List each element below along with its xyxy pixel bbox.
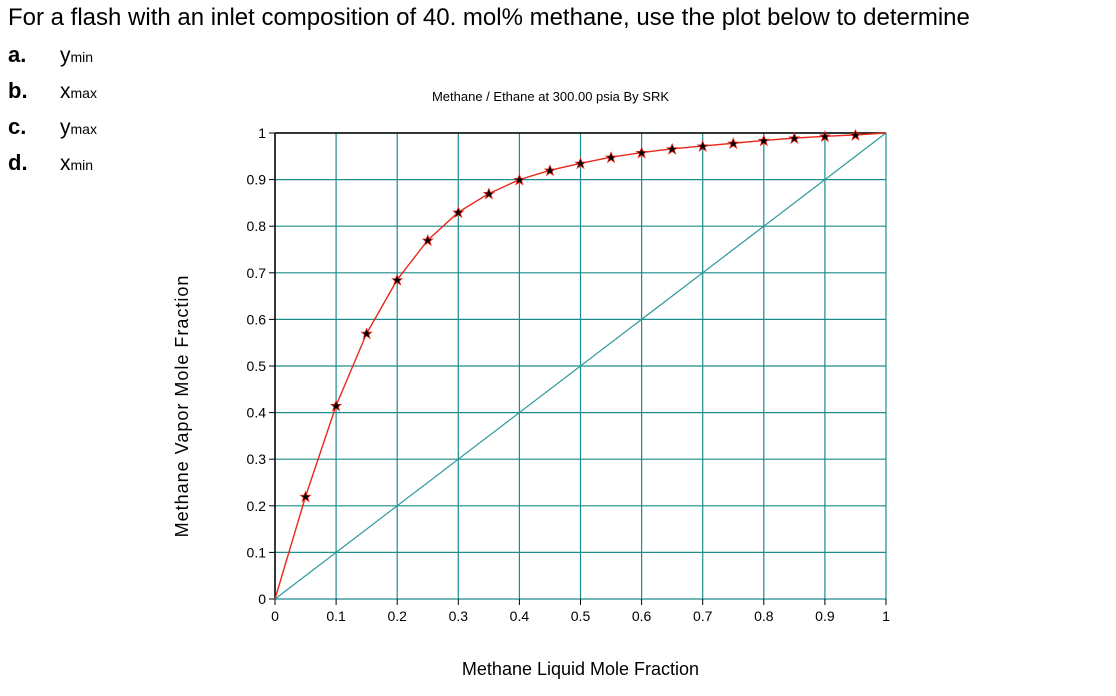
chart-title: Methane / Ethane at 300.00 psia By SRK (432, 89, 669, 104)
y-tick-label: 0.8 (247, 218, 267, 234)
data-point-marker (574, 157, 587, 170)
marker-star (757, 134, 770, 147)
part-subscript: max (70, 85, 97, 101)
marker-star (421, 234, 434, 247)
y-axis-title: Methane Vapor Mole Fraction (172, 275, 192, 538)
part-letter: a. (8, 42, 27, 67)
y-tick-label: 0.9 (247, 172, 267, 188)
part-a: a. y min (8, 42, 97, 78)
marker-star (666, 142, 679, 155)
part-d: d. x min (8, 150, 97, 186)
data-point-marker (757, 134, 770, 147)
marker-star (849, 128, 862, 141)
marker-star (635, 146, 648, 159)
part-subscript: min (70, 157, 94, 173)
y-tick-label: 0 (258, 591, 266, 607)
grid (274, 132, 887, 600)
part-letter: d. (8, 150, 28, 175)
marker-star (818, 130, 831, 143)
data-markers (299, 128, 862, 503)
x-tick-label: 0.3 (449, 608, 469, 624)
marker-star (727, 137, 740, 150)
part-subscript: min (70, 49, 94, 65)
data-point-marker (666, 142, 679, 155)
diagonal-reference-line (274, 132, 887, 600)
part-letter: c. (8, 114, 27, 139)
data-point-marker (330, 399, 343, 412)
data-point-marker (788, 132, 801, 145)
question-parts: a. y min b. x max c. y max d. x min (8, 42, 97, 186)
y-tick-label: 0.6 (247, 311, 267, 327)
marker-star (788, 132, 801, 145)
data-point-marker (299, 490, 312, 503)
x-tick-label: 0 (271, 608, 279, 624)
part-b: b. x max (8, 78, 97, 114)
x-tick-label: 0.4 (510, 608, 530, 624)
marker-star (482, 187, 495, 200)
x-tick-label: 0.6 (632, 608, 652, 624)
question-text: For a flash with an inlet composition of… (8, 4, 970, 31)
data-point-marker (513, 173, 526, 186)
marker-star (330, 399, 343, 412)
y-tick-label: 0.2 (247, 498, 267, 514)
marker-star (452, 206, 465, 219)
marker-star (391, 273, 404, 286)
data-point-marker (818, 130, 831, 143)
part-c: c. y max (8, 114, 97, 150)
tick-labels: 0 0.1 0.2 0.3 0.4 0.5 0.6 0.7 0.8 0.9 1 0 0.1 0.2 0.3 0… (247, 125, 891, 624)
marker-star (513, 173, 526, 186)
y-tick-label: 0.5 (247, 358, 267, 374)
x-tick-label: 0.2 (387, 608, 407, 624)
x-tick-label: 0.1 (326, 608, 346, 624)
y-tick-label: 0.4 (247, 405, 267, 421)
x-tick-label: 0.8 (754, 608, 774, 624)
data-point-marker (696, 140, 709, 153)
data-point-marker (849, 128, 862, 141)
marker-star (574, 157, 587, 170)
part-letter: b. (8, 78, 28, 103)
data-point-marker (604, 151, 618, 164)
marker-star (360, 327, 373, 340)
data-point-marker (391, 273, 404, 286)
part-variable: x (60, 80, 71, 103)
data-point-marker (727, 137, 740, 150)
y-tick-label: 1 (258, 125, 266, 141)
data-point-marker (543, 164, 557, 177)
x-axis-title: Methane Liquid Mole Fraction (462, 659, 699, 679)
y-tick-label: 0.7 (247, 265, 267, 281)
data-point-marker (482, 187, 495, 200)
x-tick-label: 0.5 (571, 608, 591, 624)
y-tick-label: 0.3 (247, 451, 267, 467)
data-point-marker (421, 234, 434, 247)
marker-star (543, 164, 557, 177)
x-tick-label: 0.7 (693, 608, 713, 624)
part-variable: y (60, 44, 71, 67)
marker-star (696, 140, 709, 153)
data-point-marker (360, 327, 373, 340)
part-variable: x (60, 152, 71, 175)
part-subscript: max (70, 121, 97, 137)
data-point-marker (452, 206, 465, 219)
x-tick-label: 1 (882, 608, 890, 624)
data-point-marker (635, 146, 648, 159)
x-tick-label: 0.9 (815, 608, 835, 624)
marker-star (299, 490, 312, 503)
y-tick-label: 0.1 (247, 544, 267, 560)
marker-star (604, 151, 618, 164)
part-variable: y (60, 116, 71, 139)
